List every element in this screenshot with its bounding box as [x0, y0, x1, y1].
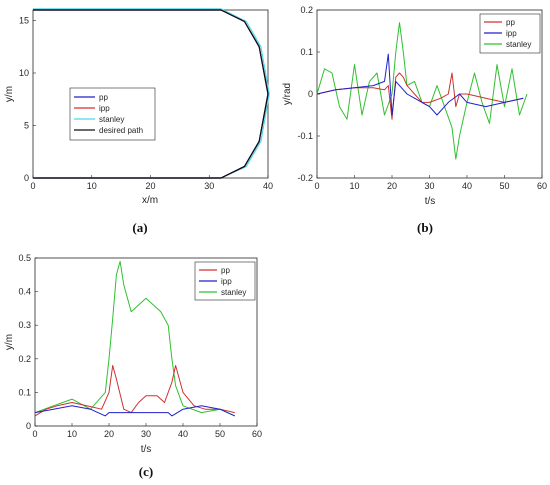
panel-b-legend: pp ipp stanley — [479, 13, 541, 54]
legend-pp-label: pp — [99, 93, 108, 102]
ytick-label: 0.2 — [300, 5, 313, 15]
legend-c-ipp-label: ipp — [221, 277, 232, 286]
panel-c-marks — [34, 260, 236, 417]
ytick-label: 10 — [19, 68, 29, 78]
legend-c-stanley-label: stanley — [221, 288, 246, 297]
panel-c-caption: (c) — [139, 464, 153, 479]
xtick-label: 40 — [462, 181, 472, 191]
ytick-label: 0.2 — [18, 354, 31, 364]
panel-c: 0 10 20 30 40 50 60 0 0.1 0.2 0.3 0.4 0.5 t/s y/m pp… — [4, 253, 262, 479]
xtick-label: 0 — [32, 429, 37, 439]
legend-b-stanley-label: stanley — [506, 40, 531, 49]
xtick-label: 50 — [499, 181, 509, 191]
xtick-label: 30 — [204, 181, 214, 191]
xtick-label: 40 — [263, 181, 273, 191]
ytick-label: 5 — [24, 121, 29, 131]
xtick-label: 10 — [67, 429, 77, 439]
legend-stanley-label: stanley — [99, 115, 124, 124]
xtick-label: 10 — [87, 181, 97, 191]
ytick-label: 0 — [24, 173, 29, 183]
xtick-label: 30 — [141, 429, 151, 439]
series-desired-path-line — [33, 9, 269, 179]
ytick-label: 0.1 — [18, 387, 31, 397]
panel-a-legend: pp ipp stanley desired path — [69, 87, 156, 141]
panel-a-xlabel: x/m — [142, 195, 158, 206]
ytick-label: 0.5 — [18, 253, 31, 263]
panel-b-marks — [316, 22, 528, 160]
legend-ipp-label: ipp — [99, 104, 110, 113]
ytick-label: -0.1 — [297, 131, 313, 141]
panel-b-xlabel: t/s — [425, 196, 436, 207]
xtick-label: 20 — [145, 181, 155, 191]
xtick-label: 40 — [178, 429, 188, 439]
series-pp-line — [34, 365, 235, 417]
legend-desired-label: desired path — [99, 126, 143, 135]
legend-b-ipp-label: ipp — [506, 29, 517, 38]
panel-a-ylabel: y/m — [4, 86, 15, 102]
panel-a: 0 10 20 30 40 0 5 10 15 x/m y/m pp ipp stanley d… — [4, 8, 273, 235]
xtick-label: 0 — [314, 181, 319, 191]
xtick-label: 60 — [252, 429, 262, 439]
ytick-label: 0.4 — [18, 287, 31, 297]
xtick-label: 0 — [30, 181, 35, 191]
xtick-label: 10 — [349, 181, 359, 191]
panel-b-caption: (b) — [417, 220, 433, 235]
legend-b-pp-label: pp — [506, 18, 515, 27]
ytick-label: 0 — [308, 89, 313, 99]
series-ipp-line — [34, 405, 236, 417]
panel-a-caption: (a) — [132, 220, 147, 235]
legend-c-pp-label: pp — [221, 266, 230, 275]
xtick-label: 20 — [387, 181, 397, 191]
panel-b: 0 10 20 30 40 50 60 -0.2 -0.1 0 0.1 0.2 t/s y/rad p… — [282, 5, 547, 235]
ytick-label: 0.3 — [18, 320, 31, 330]
ytick-label: 0.1 — [300, 47, 313, 57]
series-ipp-line — [316, 53, 524, 116]
xtick-label: 30 — [424, 181, 434, 191]
panel-c-xlabel: t/s — [141, 444, 152, 455]
xtick-label: 60 — [537, 181, 547, 191]
panel-a-marks — [33, 8, 270, 179]
ytick-label: 0 — [26, 421, 31, 431]
ytick-label: -0.2 — [297, 173, 313, 183]
series-stanley-line — [316, 22, 528, 160]
ytick-label: 15 — [19, 16, 29, 26]
xtick-label: 50 — [215, 429, 225, 439]
xtick-label: 20 — [104, 429, 114, 439]
panel-c-ylabel: y/m — [4, 334, 15, 350]
panel-b-ticks: 0 10 20 30 40 50 60 -0.2 -0.1 0 0.1 0.2 — [297, 5, 547, 191]
panel-c-legend: pp ipp stanley — [194, 261, 256, 301]
panel-c-ticks: 0 10 20 30 40 50 60 0 0.1 0.2 0.3 0.4 0.5 — [18, 253, 262, 439]
panel-b-ylabel: y/rad — [282, 83, 293, 105]
series-stanley-line — [34, 260, 236, 417]
panel-a-ticks: 0 10 20 30 40 0 5 10 15 — [19, 16, 273, 192]
